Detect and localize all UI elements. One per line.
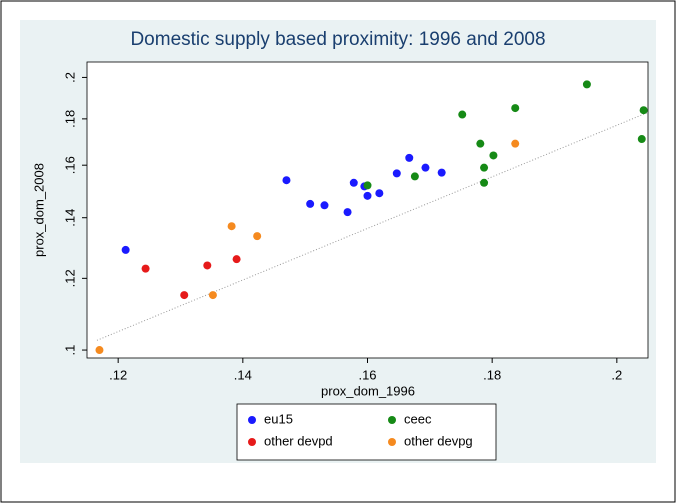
y-tick-label: .2 — [62, 72, 77, 83]
point — [208, 291, 217, 300]
y-tick-label: .12 — [62, 269, 77, 287]
point — [306, 199, 315, 208]
point — [421, 163, 430, 172]
legend-marker — [388, 438, 396, 446]
x-tick-label: .18 — [483, 367, 501, 382]
point — [511, 139, 520, 148]
point — [320, 201, 329, 210]
legend-marker — [248, 416, 256, 424]
point — [476, 139, 485, 148]
chart-title: Domestic supply based proximity: 1996 an… — [130, 29, 545, 50]
point — [375, 189, 384, 198]
point — [489, 151, 498, 160]
point — [480, 163, 489, 172]
point — [203, 261, 212, 270]
y-tick-label: .18 — [62, 110, 77, 128]
legend-marker — [388, 416, 396, 424]
point — [141, 264, 150, 273]
point — [458, 110, 467, 119]
legend-label: other devpg — [404, 433, 473, 448]
fit-line — [96, 111, 649, 341]
y-tick-label: .1 — [62, 345, 77, 356]
point — [121, 245, 130, 254]
point — [480, 178, 489, 187]
plot-area — [86, 61, 649, 359]
point — [437, 168, 446, 177]
y-axis-label: prox_dom_2008 — [31, 163, 46, 257]
point — [511, 104, 520, 113]
legend-marker — [248, 438, 256, 446]
legend-label: ceec — [404, 411, 432, 426]
x-axis-label: prox_dom_1996 — [321, 383, 415, 398]
point — [637, 135, 646, 144]
point — [363, 181, 372, 190]
point — [253, 232, 262, 241]
point — [232, 255, 241, 264]
y-tick-label: .14 — [62, 209, 77, 227]
x-tick-label: .12 — [109, 367, 127, 382]
point — [405, 153, 414, 162]
x-tick-label: .2 — [611, 367, 622, 382]
point — [282, 176, 291, 185]
legend — [236, 403, 497, 461]
point — [392, 169, 401, 178]
point — [95, 346, 104, 355]
point — [582, 80, 591, 89]
point — [349, 178, 358, 187]
point — [363, 191, 372, 200]
point — [227, 222, 236, 231]
legend-label: other devpd — [264, 433, 333, 448]
point — [410, 172, 419, 181]
point — [639, 106, 648, 115]
x-tick-label: .14 — [234, 367, 252, 382]
y-tick-label: .16 — [62, 156, 77, 174]
point — [180, 291, 189, 300]
point — [343, 208, 352, 217]
legend-label: eu15 — [264, 411, 293, 426]
x-tick-label: .16 — [358, 367, 376, 382]
